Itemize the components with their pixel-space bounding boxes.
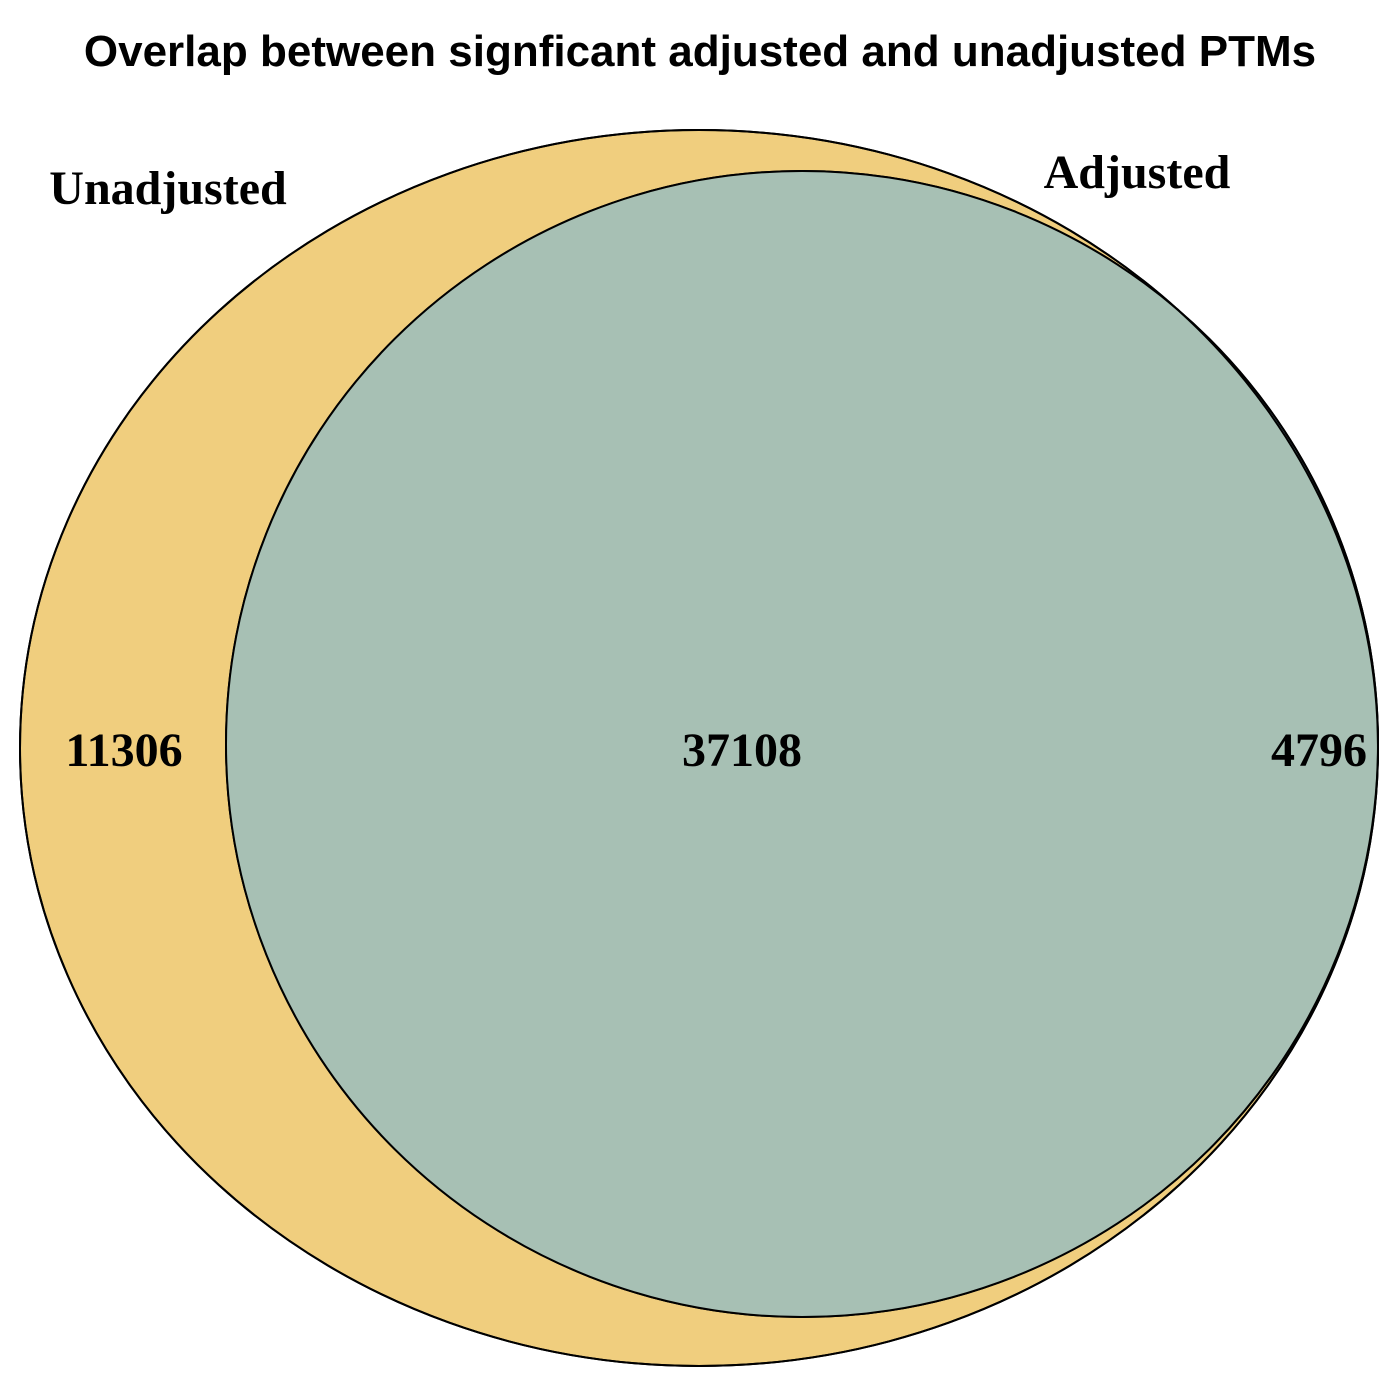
adjusted-only-count: 4796: [1271, 724, 1367, 777]
diagram-title: Overlap between signficant adjusted and …: [84, 27, 1316, 76]
unadjusted-only-count: 11306: [65, 724, 182, 777]
overlap-region: [226, 171, 1378, 1317]
unadjusted-set-label: Unadjusted: [49, 162, 287, 215]
adjusted-set-outline: [225, 170, 1379, 1318]
overlap-count: 37108: [682, 724, 802, 777]
adjusted-set-label: Adjusted: [1044, 146, 1231, 199]
